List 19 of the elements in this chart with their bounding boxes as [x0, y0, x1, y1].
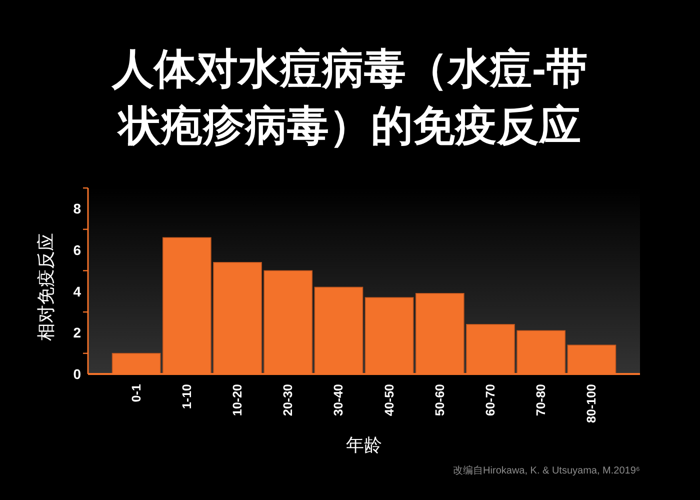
y-tick-label: 6 [73, 242, 82, 258]
x-tick-label: 10-20 [230, 384, 245, 416]
y-axis-title: 相对免疫反应 [36, 233, 56, 341]
x-axis-title: 年龄 [346, 435, 382, 455]
x-tick-label: 50-60 [432, 384, 447, 416]
x-tick-label: 40-50 [382, 384, 396, 416]
x-tick-label: 1-10 [180, 384, 194, 410]
y-tick-label: 4 [73, 283, 82, 300]
x-tick-label: 80-100 [584, 384, 599, 423]
x-tick-label: 30-40 [332, 384, 346, 416]
text: 改编自Hirokawa, K. & Utsuyama, M.2019⁶ [453, 464, 640, 476]
x-tick-label: 70-80 [534, 384, 548, 416]
y-tick-label: 0 [73, 366, 82, 382]
x-tick-label: 20-30 [281, 384, 296, 416]
x-tick-label: 60-70 [483, 384, 498, 416]
y-tick-label: 8 [73, 200, 82, 217]
x-tick-label: 0-1 [129, 384, 144, 402]
y-tick-label: 2 [73, 324, 82, 341]
chart-title: 人体对水痘病毒（水痘-带状疱疹病毒）的免疫反应 [110, 44, 589, 151]
